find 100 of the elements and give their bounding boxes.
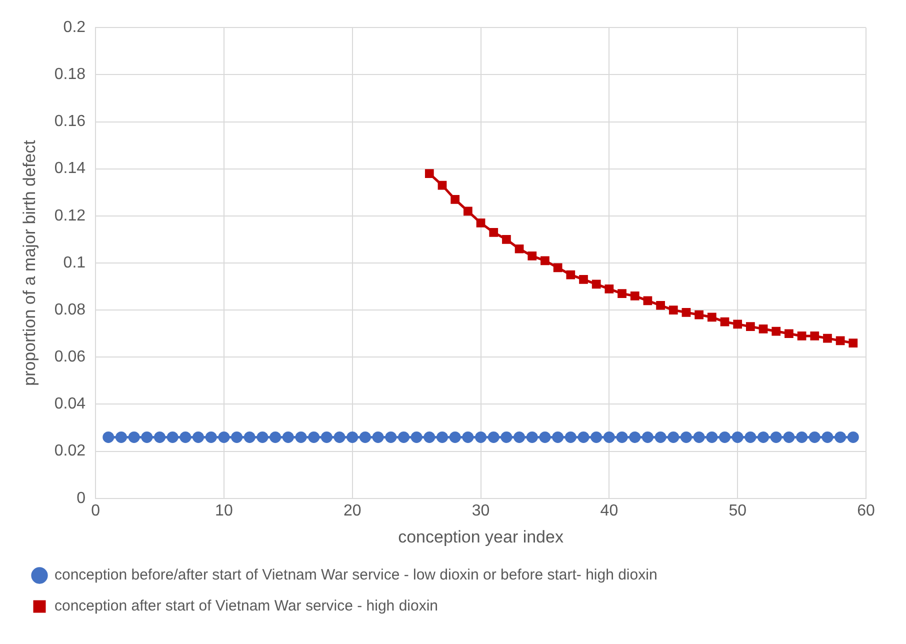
x-tick-label: 10 [215, 502, 233, 520]
legend-label: conception after start of Vietnam War service - high dioxin [54, 598, 438, 615]
point [758, 431, 770, 443]
legend-label: conception before/after start of Vietnam War service - low dioxin or before start- high dioxin [54, 566, 658, 584]
point [410, 431, 422, 443]
point [642, 431, 654, 443]
point [256, 431, 268, 443]
y-tick-label: 0.02 [54, 442, 86, 460]
point [244, 431, 256, 443]
point [115, 431, 127, 443]
x-tick-label: 30 [472, 502, 490, 520]
y-tick-label: 0.16 [54, 113, 86, 130]
point [424, 169, 434, 178]
x-tick-label: 60 [857, 502, 875, 520]
point [668, 431, 680, 443]
point [654, 431, 666, 443]
point [552, 431, 564, 443]
point [693, 431, 705, 443]
point [706, 431, 718, 443]
point [359, 431, 371, 443]
y-axis-title: proportion of a major birth defect [20, 140, 39, 386]
point [320, 431, 332, 443]
point [141, 431, 153, 443]
x-axis-title: conception year index [398, 527, 564, 546]
point [643, 296, 652, 306]
point [618, 289, 626, 298]
point [758, 324, 768, 334]
y-tick-label: 0 [76, 490, 86, 507]
point [733, 320, 742, 329]
point [629, 431, 641, 443]
point [154, 431, 166, 443]
y-tick-label: 0.2 [63, 19, 86, 36]
point [719, 431, 730, 443]
point [682, 308, 691, 317]
point [450, 195, 460, 204]
point [476, 218, 486, 228]
point [770, 431, 782, 443]
point [334, 431, 346, 443]
point [231, 431, 243, 443]
point [823, 334, 832, 343]
y-tick-label: 0.1 [63, 254, 86, 272]
point [528, 252, 537, 260]
point [578, 431, 590, 443]
point [564, 431, 576, 443]
point [438, 180, 447, 190]
point [205, 431, 217, 443]
point [822, 431, 834, 443]
y-tick-label: 0.18 [54, 66, 86, 84]
point [553, 263, 562, 272]
point [308, 431, 320, 443]
x-tick-label: 40 [600, 502, 618, 520]
point [836, 336, 845, 346]
point [488, 431, 500, 443]
point [732, 431, 744, 443]
point [502, 235, 511, 244]
x-tick-label: 20 [343, 502, 362, 520]
point [808, 431, 820, 443]
point [847, 431, 859, 443]
point [398, 431, 410, 443]
point [424, 431, 436, 443]
point [744, 431, 756, 443]
x-tick-label: 0 [91, 502, 100, 520]
y-tick-label: 0.06 [54, 348, 86, 366]
point [192, 431, 204, 443]
point [603, 431, 615, 443]
point [616, 431, 628, 443]
point [489, 228, 498, 237]
point [797, 332, 806, 340]
point [372, 431, 384, 443]
point [475, 431, 487, 443]
point [604, 284, 614, 294]
point [514, 244, 524, 254]
point [270, 431, 282, 443]
point [514, 431, 526, 443]
point [680, 431, 692, 443]
point [540, 256, 550, 266]
point [579, 275, 588, 284]
point [694, 310, 704, 320]
point [449, 431, 461, 443]
point [464, 206, 472, 216]
point [539, 431, 551, 443]
point [630, 292, 640, 300]
point [436, 431, 448, 443]
point [346, 431, 358, 443]
point [385, 431, 397, 443]
point [746, 322, 755, 331]
point [128, 431, 140, 443]
point [810, 332, 820, 340]
point [834, 431, 846, 443]
point [282, 431, 294, 443]
point [707, 312, 716, 322]
point [592, 280, 601, 289]
point [526, 431, 538, 443]
point [180, 431, 192, 443]
point [848, 338, 858, 348]
point [166, 431, 178, 443]
point [500, 431, 512, 443]
x-tick-label: 50 [728, 502, 747, 520]
y-tick-label: 0.08 [54, 301, 86, 318]
y-tick-label: 0.04 [54, 396, 86, 413]
